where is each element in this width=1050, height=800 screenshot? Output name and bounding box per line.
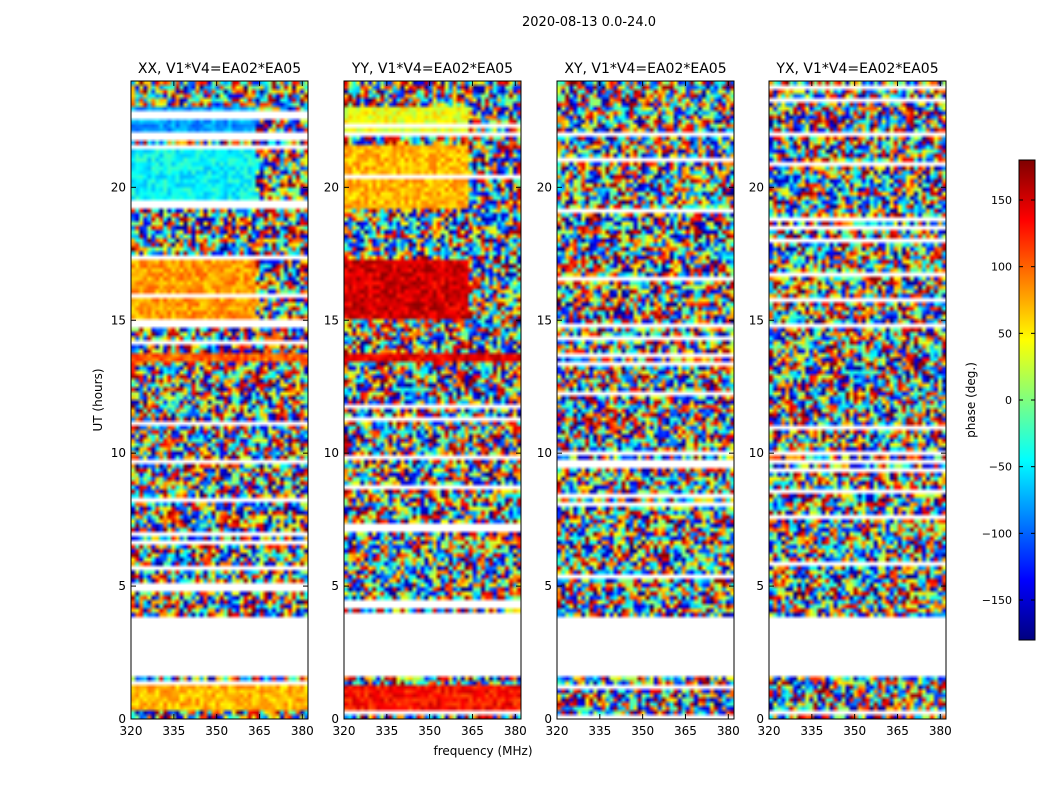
y-tick-label: 20 [537, 180, 552, 194]
panel-frame [768, 80, 947, 720]
colorbar-tick-label: −50 [989, 461, 1012, 474]
x-tick-label: 380 [929, 724, 952, 738]
panel-heatmap-image [344, 81, 521, 719]
colorbar-tick-label: −100 [982, 527, 1012, 540]
y-tick-label: 10 [324, 446, 339, 460]
colorbar-tick-label: 150 [991, 194, 1012, 207]
panel-frame [130, 80, 309, 720]
y-tick-label: 20 [324, 180, 339, 194]
y-tick-label: 15 [111, 313, 126, 327]
x-tick-label: 320 [333, 724, 356, 738]
x-tick-label: 320 [120, 724, 143, 738]
x-tick-label: 365 [886, 724, 909, 738]
x-tick-label: 350 [631, 724, 654, 738]
y-tick-label: 0 [118, 712, 126, 726]
panel-yy: YY, V1*V4=EA02*EA05 320 335 350 365 380 0 5 10 15… [324, 61, 527, 738]
y-tick-label: 15 [324, 313, 339, 327]
panels-group: XX, V1*V4=EA02*EA05 320 335 350 365 380 0 5 10 15… [111, 61, 952, 738]
colorbar-tick-label: 0 [1005, 394, 1012, 407]
y-tick-label: 0 [756, 712, 764, 726]
x-tick-label: 335 [800, 724, 823, 738]
panel-heatmap-image [557, 81, 734, 719]
panel-heatmap-image [769, 81, 946, 719]
y-tick-label: 20 [111, 180, 126, 194]
x-tick-label: 335 [588, 724, 611, 738]
y-tick-label: 15 [537, 313, 552, 327]
y-axis-label: UT (hours) [91, 368, 105, 431]
x-axis-label: frequency (MHz) [433, 744, 532, 758]
colorbar-label: phase (deg.) [964, 362, 978, 438]
x-tick-label: 320 [546, 724, 569, 738]
x-tick-label: 380 [504, 724, 527, 738]
x-tick-label: 320 [758, 724, 781, 738]
panel-heatmap-image [131, 81, 308, 719]
panel-frame [556, 80, 735, 720]
colorbar-tick-label: −150 [982, 594, 1012, 607]
colorbar: −150 −100 −50 0 50 100 150 [982, 159, 1036, 641]
panel-title: YX, V1*V4=EA02*EA05 [775, 61, 938, 77]
x-tick-label: 380 [291, 724, 314, 738]
x-tick-label: 380 [717, 724, 740, 738]
y-tick-label: 0 [544, 712, 552, 726]
x-tick-label: 350 [418, 724, 441, 738]
panel-xx: XX, V1*V4=EA02*EA05 320 335 350 365 380 0 5 10 15… [111, 61, 314, 738]
panel-title: XX, V1*V4=EA02*EA05 [138, 61, 301, 77]
panel-xy: XY, V1*V4=EA02*EA05 320 335 350 365 380 0 5 10 15… [537, 61, 740, 738]
y-tick-label: 20 [749, 180, 764, 194]
x-tick-label: 365 [248, 724, 271, 738]
colorbar-tick-label: 50 [998, 327, 1012, 340]
panel-title: YY, V1*V4=EA02*EA05 [351, 61, 513, 77]
panel-frame [343, 80, 522, 720]
x-tick-label: 365 [461, 724, 484, 738]
y-tick-label: 10 [537, 446, 552, 460]
y-tick-label: 5 [118, 579, 126, 593]
x-tick-label: 350 [205, 724, 228, 738]
figure-suptitle: 2020-08-13 0.0-24.0 [522, 15, 656, 30]
x-tick-label: 365 [674, 724, 697, 738]
y-tick-label: 5 [331, 579, 339, 593]
x-tick-label: 335 [375, 724, 398, 738]
y-tick-label: 10 [749, 446, 764, 460]
y-tick-label: 15 [749, 313, 764, 327]
y-tick-label: 5 [756, 579, 764, 593]
y-tick-label: 10 [111, 446, 126, 460]
y-tick-label: 5 [544, 579, 552, 593]
colorbar-tick-label: 100 [991, 261, 1012, 274]
y-tick-label: 0 [331, 712, 339, 726]
panel-title: XY, V1*V4=EA02*EA05 [564, 61, 726, 77]
x-tick-label: 350 [843, 724, 866, 738]
x-tick-label: 335 [162, 724, 185, 738]
panel-yx: YX, V1*V4=EA02*EA05 320 335 350 365 380 0 5 10 15… [749, 61, 952, 738]
